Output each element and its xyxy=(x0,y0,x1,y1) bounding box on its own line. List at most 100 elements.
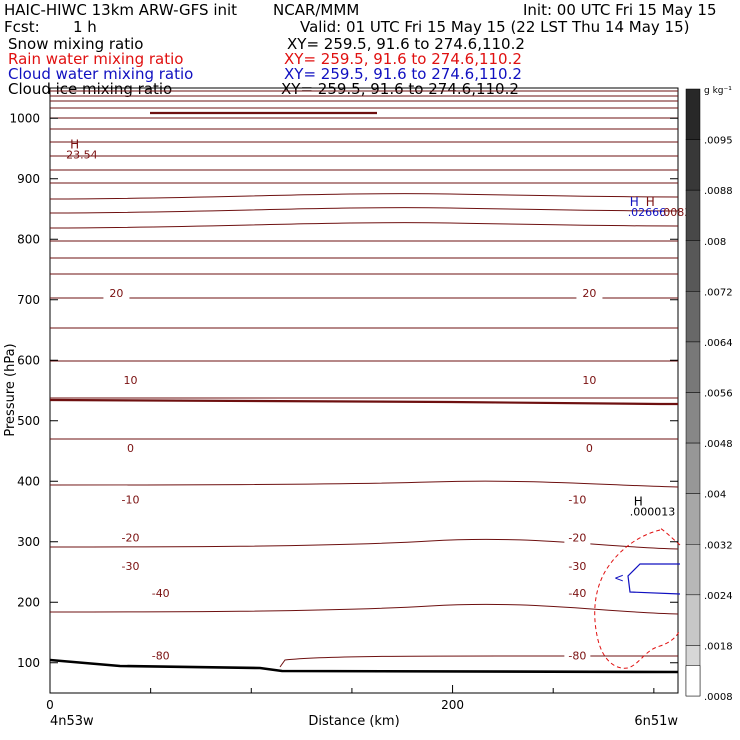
cloud-water-max-label: H xyxy=(630,195,639,209)
isotherm-label-bg xyxy=(564,492,591,507)
isotherm-label: -10 xyxy=(568,493,586,506)
near-surface-isotherm xyxy=(279,655,678,668)
isotherm-label-bg xyxy=(103,286,130,301)
isotherm-label: -20 xyxy=(122,532,140,545)
isotherm-label-bg xyxy=(117,373,144,388)
surface-max-label: H xyxy=(70,138,79,152)
isotherm-label: 10 xyxy=(582,374,596,387)
rain-water-max-value: .0083 xyxy=(660,206,692,219)
colorbar-swatch xyxy=(685,594,701,646)
upper-max-label: H xyxy=(634,494,643,508)
isotherm-label-bg xyxy=(147,586,174,601)
isotherm-label-bg xyxy=(564,586,591,601)
isotherm-label-bg xyxy=(564,648,591,663)
cloud-water-max-value: .02666 xyxy=(628,206,667,219)
isotherm-label-bg xyxy=(117,558,144,573)
field-rain-xy: XY= 259.5, 91.6 to 274.6,110.2 xyxy=(284,50,522,68)
isotherm-label: 20 xyxy=(582,287,596,300)
isotherm-label-bg xyxy=(576,286,603,301)
plot-frame xyxy=(49,87,679,694)
colorbar-label: .0095 xyxy=(704,136,733,147)
isotherm-line xyxy=(49,207,679,214)
colorbar-swatch xyxy=(685,341,701,393)
cloud-water-contour xyxy=(627,563,681,595)
y-tick-label: 900 xyxy=(17,172,40,186)
colorbar-label: .008 xyxy=(704,237,726,248)
init-time: Init: 00 UTC Fri 15 May 15 xyxy=(523,1,717,19)
isotherm-label-bg xyxy=(117,492,144,507)
colorbar-label: .0088 xyxy=(704,186,733,197)
freezing-level-line xyxy=(49,398,679,406)
rain-water-contour xyxy=(659,527,681,546)
isotherm-label: -40 xyxy=(568,587,586,600)
y-tick-label: 200 xyxy=(17,595,40,609)
x-tick-label: 200 xyxy=(441,698,464,712)
isotherm-label-bg xyxy=(117,530,144,545)
field-cloud-ice-xy: XY= 259.5, 91.6 to 274.6,110.2 xyxy=(281,80,519,98)
isotherm-label: -40 xyxy=(152,587,170,600)
valid-time: Valid: 01 UTC Fri 15 May 15 (22 LST Thu … xyxy=(300,18,690,36)
y-axis-label: Pressure (hPa) xyxy=(3,343,18,436)
y-tick-label: 300 xyxy=(17,535,40,549)
isotherm-label: 0 xyxy=(586,442,593,455)
org-label: NCAR/MMM xyxy=(273,1,360,19)
x-end-label: 6n51w xyxy=(634,714,678,729)
y-tick-label: 600 xyxy=(17,353,40,367)
rain-water-max-label: H xyxy=(646,195,655,209)
colorbar-label: .0056 xyxy=(704,389,733,400)
isotherm-label: -80 xyxy=(568,649,586,662)
isotherm-label-bg xyxy=(564,530,591,545)
isotherm-label-bg xyxy=(564,558,591,573)
isotherm-label: -30 xyxy=(122,560,140,573)
colorbar-swatch xyxy=(685,392,701,444)
colorbar-swatch xyxy=(685,139,701,191)
isotherm-lines xyxy=(49,90,679,674)
x-axis-label: Distance (km) xyxy=(308,714,399,729)
y-tick-label: 700 xyxy=(17,293,40,307)
forecast-label: Fcst: xyxy=(4,18,40,36)
colorbar: .0095 .0088 .008 .0072 .0064 .0056 .0048 .004 .0… xyxy=(685,86,733,703)
moisture-contours: < xyxy=(594,527,681,669)
y-tick-label: 500 xyxy=(17,414,40,428)
rain-water-contour xyxy=(594,529,681,669)
colorbar-label: .0008 xyxy=(704,692,733,703)
isotherm-label: 20 xyxy=(109,287,123,300)
isotherm-line xyxy=(49,538,679,550)
colorbar-swatch xyxy=(685,291,701,343)
isotherm-line xyxy=(49,603,679,615)
x-tick-label: 0 xyxy=(46,698,54,712)
cloud-water-arrow-glyph: < xyxy=(614,571,624,585)
colorbar-unit: g kg⁻¹ xyxy=(704,86,732,96)
colorbar-label: .0024 xyxy=(704,591,733,602)
isotherm-line xyxy=(49,222,679,229)
terrain-line xyxy=(49,658,679,674)
colorbar-swatch xyxy=(685,240,701,292)
field-snow-xy: XY= 259.5, 91.6 to 274.6,110.2 xyxy=(287,35,525,53)
field-cloud-water-name: Cloud water mixing ratio xyxy=(8,65,194,83)
colorbar-label: .0018 xyxy=(704,641,733,652)
field-cloud-ice-name: Cloud ice mixing ratio xyxy=(8,80,173,98)
isotherm-label-bg xyxy=(147,648,174,663)
colorbar-label: .0064 xyxy=(704,338,733,349)
isotherm-label-bg xyxy=(576,373,603,388)
surface-max-value: 23.54 xyxy=(66,149,98,162)
colorbar-label: .0048 xyxy=(704,439,733,450)
upper-max-value: .000013 xyxy=(630,505,676,518)
isotherm-label: -30 xyxy=(568,560,586,573)
colorbar-swatch xyxy=(685,544,701,596)
isotherm-label: -10 xyxy=(122,493,140,506)
plot-border xyxy=(49,87,679,694)
field-rain-name: Rain water mixing ratio xyxy=(8,50,184,68)
y-tick-label: 100 xyxy=(17,656,40,670)
colorbar-swatch xyxy=(685,665,701,697)
field-snow-name: Snow mixing ratio xyxy=(8,35,144,53)
colorbar-label: .004 xyxy=(704,490,726,501)
isotherm-line xyxy=(49,193,679,200)
y-tick-label: 800 xyxy=(17,232,40,246)
isotherm-line xyxy=(49,480,679,488)
colorbar-swatch xyxy=(685,493,701,545)
x-start-label: 4n53w xyxy=(50,714,94,729)
